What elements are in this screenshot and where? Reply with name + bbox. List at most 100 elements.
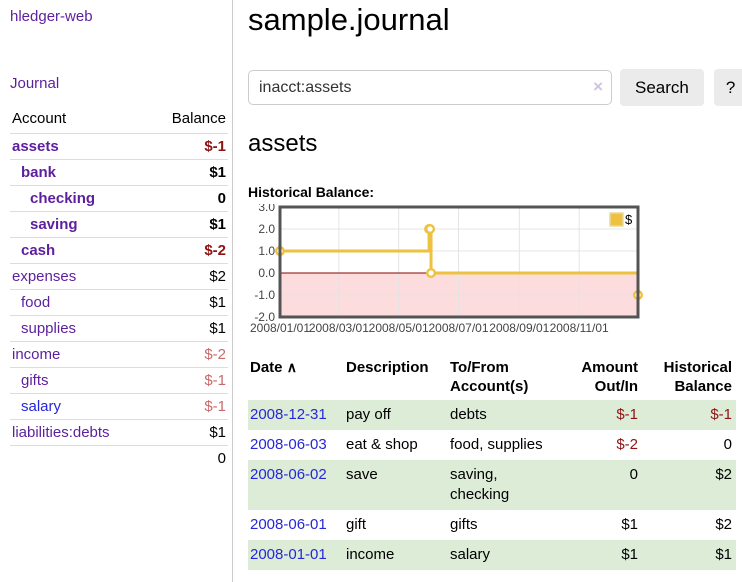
account-link-checking[interactable]: checking	[30, 190, 96, 207]
account-name-cell: checking	[10, 185, 148, 212]
account-row: expenses $2	[10, 263, 228, 290]
transaction-date-link[interactable]: 2008-01-01	[250, 546, 327, 563]
transaction-date-link[interactable]: 2008-06-01	[250, 516, 327, 533]
account-link-income[interactable]: income	[12, 346, 61, 363]
register-description-cell: save	[344, 460, 448, 510]
account-name-cell: cash	[10, 237, 148, 264]
register-header-description: Description	[346, 359, 429, 376]
account-balance: $-2	[147, 237, 228, 264]
y-tick-label: 2.0	[258, 222, 275, 236]
accounts-table: Account Balance assets $-1 bank $1 checking 0…	[10, 106, 228, 471]
account-row: food $1	[10, 289, 228, 316]
account-row: assets $-1	[10, 133, 228, 160]
account-balance: $1	[147, 315, 228, 342]
register-header-amount: Amount Out/In	[581, 359, 638, 395]
account-name-cell: assets	[10, 133, 148, 160]
x-tick-label: 2008/05/01	[369, 321, 429, 335]
accounts-total-spacer	[10, 445, 148, 471]
sort-ascending-icon: ∧	[286, 359, 297, 375]
legend-swatch	[609, 212, 624, 227]
register-amount-cell: 0	[560, 460, 642, 510]
account-balance: $2	[147, 263, 228, 290]
account-row: supplies $1	[10, 315, 228, 342]
accounts-header-balance: Balance	[147, 106, 228, 134]
register-accounts-cell: salary	[448, 540, 560, 570]
y-tick-label: -2.0	[254, 310, 275, 324]
transaction-date-link[interactable]: 2008-06-03	[250, 436, 327, 453]
account-name-cell: bank	[10, 159, 148, 186]
search-input[interactable]	[248, 70, 612, 105]
accounts-table-body: assets $-1 bank $1 checking 0 saving $1 cash $-2 e…	[10, 133, 228, 446]
historical-balance-chart: $3.0 2.0 1.0 0.0 -1.0 -2.0 2008/01/01 2008/03/0…	[248, 200, 653, 338]
main-content: sample.journal × Search ? assets Histori…	[233, 0, 742, 582]
account-name-cell: supplies	[10, 315, 148, 342]
account-balance: $1	[147, 211, 228, 238]
register-header-balance: Historical Balance	[663, 359, 732, 395]
x-tick-label: 2008/11/01	[550, 321, 609, 335]
register-balance-cell: $2	[642, 460, 736, 510]
account-row: cash $-2	[10, 237, 228, 264]
account-name-cell: liabilities:debts	[10, 419, 148, 446]
plot-border	[278, 205, 640, 319]
register-description-cell: gift	[346, 516, 367, 533]
data-point-marker	[426, 267, 437, 278]
register-date-cell: 2008-06-03	[248, 430, 344, 460]
account-row: income $-2	[10, 341, 228, 368]
account-link-assets[interactable]: assets	[12, 138, 59, 155]
register-balance-cell: $1	[642, 540, 736, 570]
account-link-expenses[interactable]: expenses	[12, 268, 77, 285]
register-accounts-cell: gifts	[450, 516, 478, 533]
register-description-cell: pay off	[344, 400, 448, 430]
x-tick-label: 2008/07/01	[428, 321, 488, 335]
transaction-date-link[interactable]: 2008-12-31	[250, 406, 327, 423]
register-accounts-cell: food, supplies	[450, 436, 543, 453]
account-link-gifts[interactable]: gifts	[21, 372, 49, 389]
accounts-total-value: 0	[147, 445, 228, 471]
account-link-liabilities-debts[interactable]: liabilities:debts	[12, 424, 110, 441]
transaction-date-link[interactable]: 2008-06-02	[250, 466, 327, 483]
y-tick-label: 3.0	[258, 204, 275, 214]
register-amount-cell: $-2	[616, 436, 638, 453]
app-title-link[interactable]: hledger-web	[10, 8, 93, 25]
account-balance: $-1	[147, 133, 228, 160]
account-link-salary[interactable]: salary	[21, 398, 62, 415]
account-balance: $-1	[147, 393, 228, 420]
account-link-food[interactable]: food	[21, 294, 51, 311]
accounts-header-account: Account	[10, 106, 148, 134]
y-tick-label: 0.0	[258, 266, 275, 280]
account-name-cell: salary	[10, 393, 148, 420]
chart-title: Historical Balance:	[248, 184, 375, 200]
register-date-cell: 2008-12-31	[248, 400, 344, 430]
account-link-bank[interactable]: bank	[21, 164, 57, 181]
account-balance: $-1	[147, 367, 228, 394]
account-row: gifts $-1	[10, 367, 228, 394]
account-balance: $1	[147, 419, 228, 446]
register-header-accounts: To/From Account(s)	[450, 359, 529, 395]
account-balance: $1	[147, 159, 228, 186]
search-button[interactable]: Search	[620, 69, 704, 106]
account-name-cell: income	[10, 341, 148, 368]
account-link-saving[interactable]: saving	[30, 216, 78, 233]
register-amount-cell: $1	[560, 540, 642, 570]
chart-svg: $3.0 2.0 1.0 0.0 -1.0 -2.02008/01/012008/03/0…	[250, 200, 644, 335]
account-link-supplies[interactable]: supplies	[21, 320, 77, 337]
register-amount-cell: $-1	[560, 400, 642, 430]
account-row: bank $1	[10, 159, 228, 186]
register-row: 2008-06-01 gift gifts $1 $2	[248, 510, 736, 540]
register-header-date[interactable]: Date ∧	[250, 359, 297, 376]
account-row: checking 0	[10, 185, 228, 212]
register-balance-cell: $2	[715, 516, 732, 533]
account-heading: assets	[248, 130, 318, 157]
register-accounts-cell: saving, checking	[448, 460, 560, 510]
account-row: saving $1	[10, 211, 228, 238]
account-row: salary $-1	[10, 393, 228, 420]
register-row: 2008-06-03 eat & shop food, supplies $-2 0	[248, 430, 736, 460]
clear-search-icon[interactable]: ×	[593, 77, 603, 96]
sidebar-item-journal[interactable]: Journal	[10, 75, 60, 92]
account-link-cash[interactable]: cash	[21, 242, 56, 259]
account-row: liabilities:debts $1	[10, 419, 228, 446]
account-balance: 0	[147, 185, 228, 212]
register-table: Date ∧ Description To/From Account(s) Am…	[248, 356, 736, 570]
help-button[interactable]: ?	[713, 69, 742, 106]
